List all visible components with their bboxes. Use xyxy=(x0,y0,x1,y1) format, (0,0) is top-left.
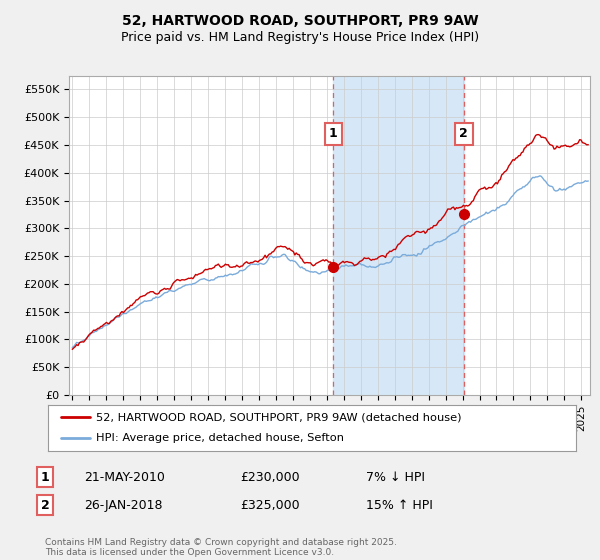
Text: 1: 1 xyxy=(41,470,49,484)
Text: £325,000: £325,000 xyxy=(240,498,299,512)
Text: HPI: Average price, detached house, Sefton: HPI: Average price, detached house, Seft… xyxy=(95,433,344,444)
Text: 21-MAY-2010: 21-MAY-2010 xyxy=(84,470,165,484)
Text: 52, HARTWOOD ROAD, SOUTHPORT, PR9 9AW: 52, HARTWOOD ROAD, SOUTHPORT, PR9 9AW xyxy=(122,14,478,28)
Text: 2: 2 xyxy=(41,498,49,512)
Text: 52, HARTWOOD ROAD, SOUTHPORT, PR9 9AW (detached house): 52, HARTWOOD ROAD, SOUTHPORT, PR9 9AW (d… xyxy=(95,412,461,422)
Text: Price paid vs. HM Land Registry's House Price Index (HPI): Price paid vs. HM Land Registry's House … xyxy=(121,31,479,44)
Text: 26-JAN-2018: 26-JAN-2018 xyxy=(84,498,163,512)
Text: Contains HM Land Registry data © Crown copyright and database right 2025.
This d: Contains HM Land Registry data © Crown c… xyxy=(45,538,397,557)
Text: 15% ↑ HPI: 15% ↑ HPI xyxy=(366,498,433,512)
Text: £230,000: £230,000 xyxy=(240,470,299,484)
Bar xyxy=(334,76,464,395)
Text: 2: 2 xyxy=(460,127,468,141)
Text: 7% ↓ HPI: 7% ↓ HPI xyxy=(366,470,425,484)
Text: 1: 1 xyxy=(329,127,338,141)
